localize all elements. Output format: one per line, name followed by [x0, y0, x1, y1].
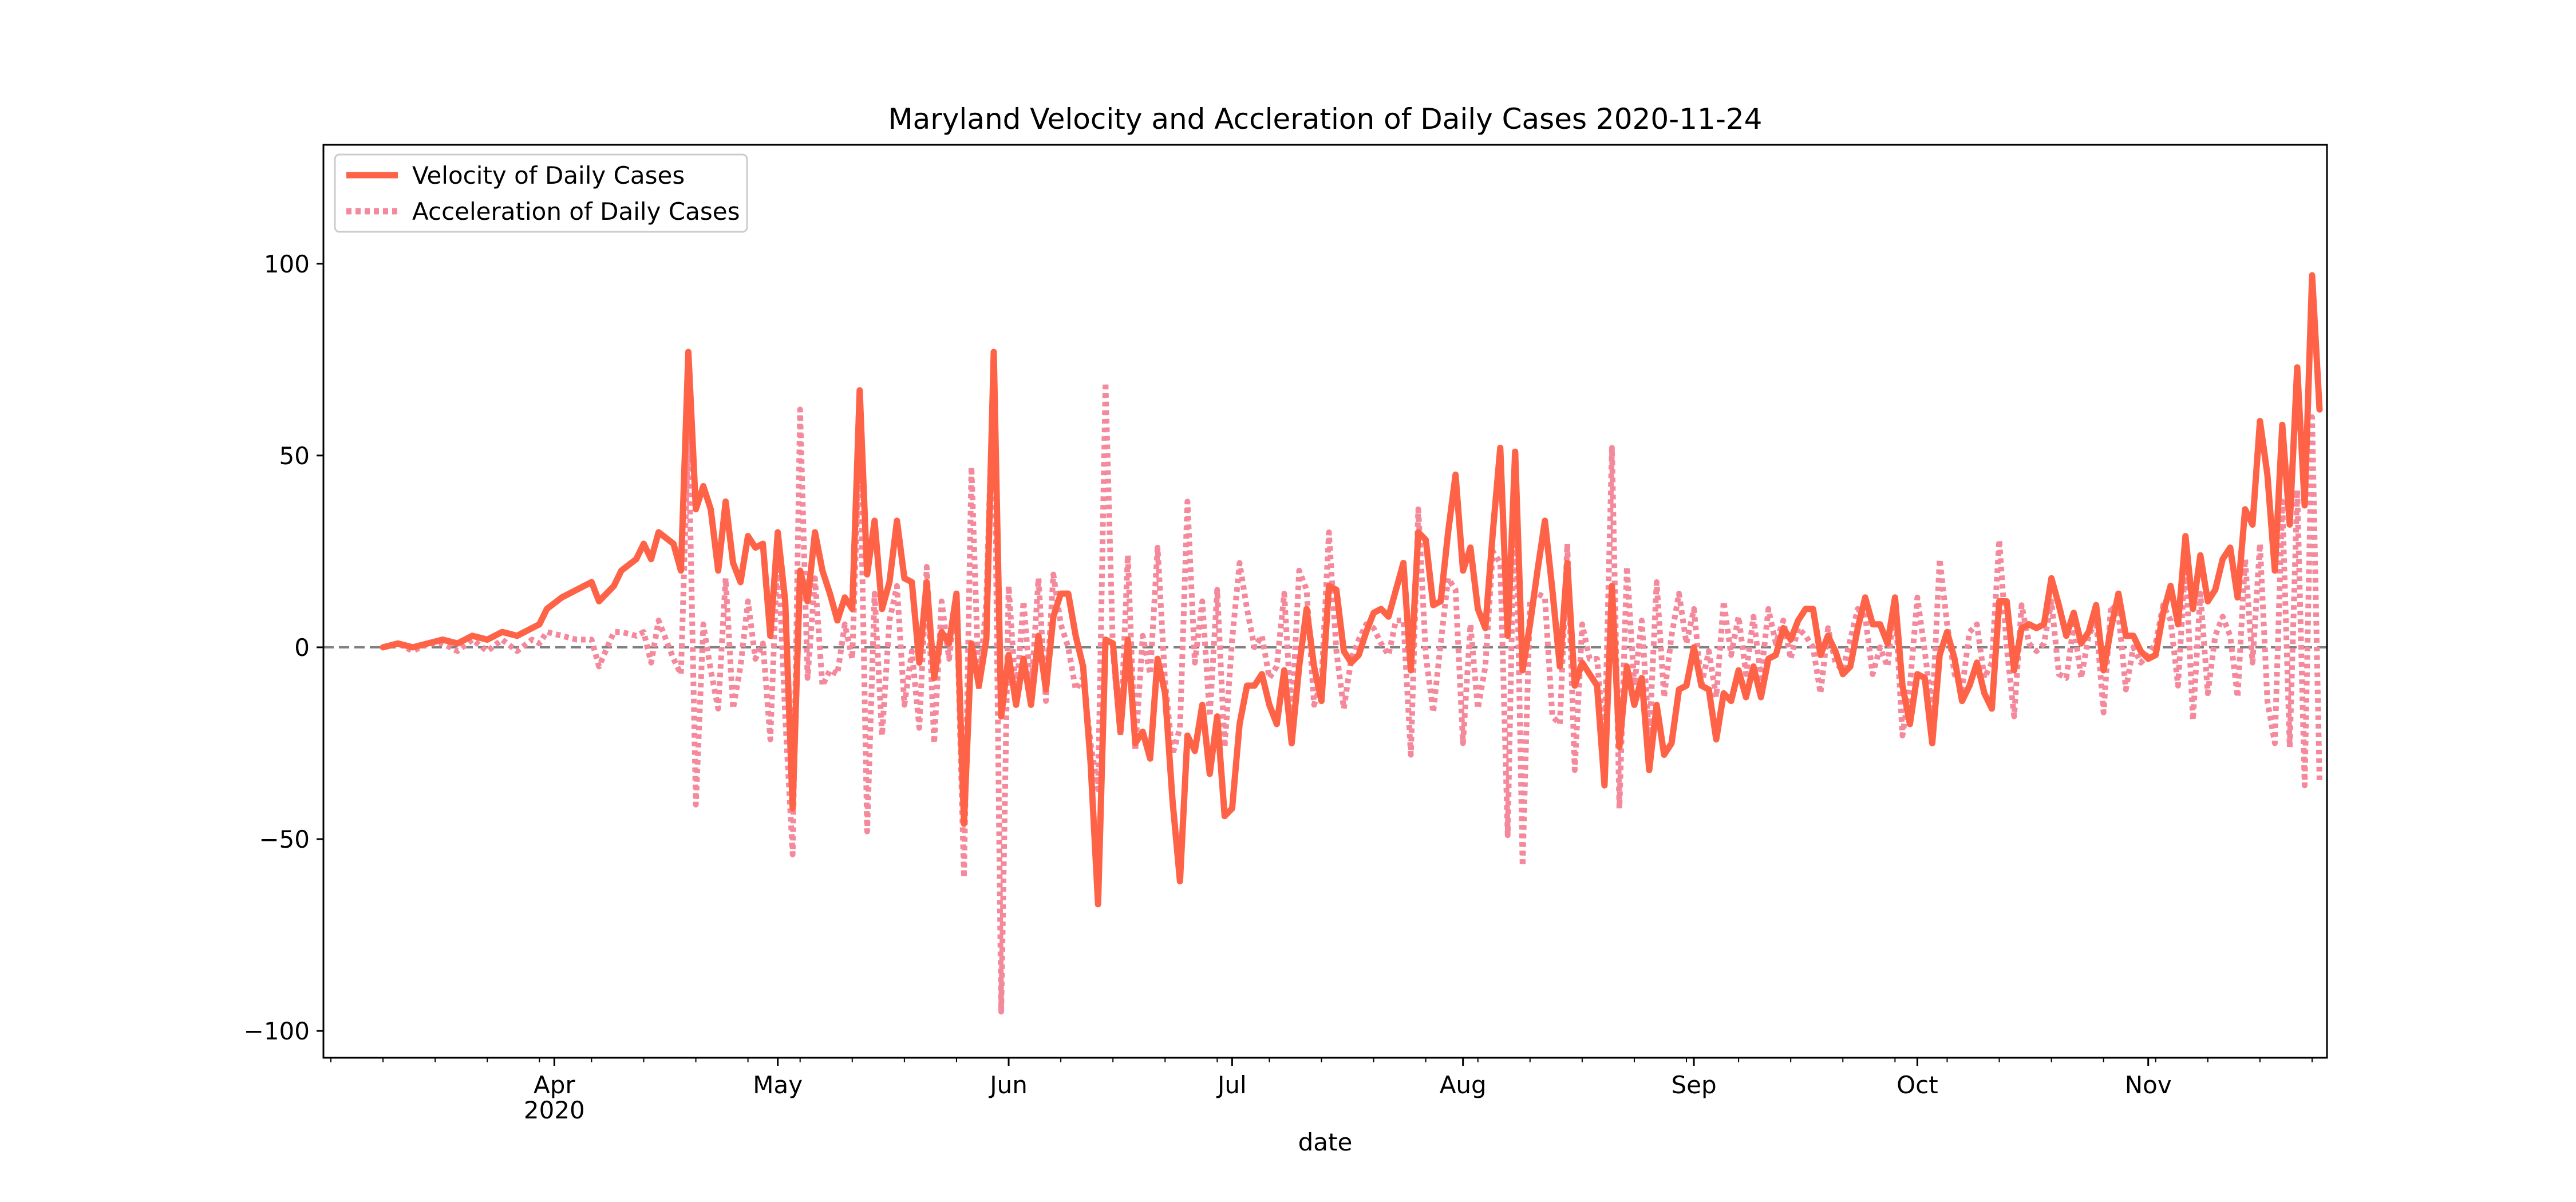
x-tick-year-label: 2020 — [524, 1096, 585, 1124]
y-tick-label: −100 — [244, 1017, 310, 1045]
y-tick-label: 100 — [264, 250, 310, 278]
x-tick-label: Apr — [534, 1071, 575, 1099]
legend: Velocity of Daily Cases Acceleration of … — [334, 153, 748, 233]
x-tick-label: Sep — [1671, 1071, 1716, 1099]
series-line-velocity — [380, 272, 2323, 908]
plot-frame — [322, 144, 2328, 1059]
x-tick-label: Oct — [1897, 1071, 1938, 1099]
legend-frame — [334, 153, 748, 233]
x-tick-label: May — [753, 1071, 803, 1099]
y-tick-label: 50 — [279, 442, 310, 470]
y-tick-label: 0 — [294, 634, 310, 662]
x-tick-label: Jun — [988, 1071, 1028, 1099]
legend-label-velocity: Velocity of Daily Cases — [412, 161, 685, 189]
chart-title: Maryland Velocity and Accleration of Dai… — [888, 102, 1763, 136]
x-tick-label: Aug — [1440, 1071, 1487, 1099]
x-tick-label: Nov — [2125, 1071, 2172, 1099]
x-axis-label: date — [1298, 1128, 1353, 1156]
legend-label-acceleration: Acceleration of Daily Cases — [412, 197, 740, 226]
y-tick-label: −50 — [259, 825, 310, 853]
x-tick-label: Jul — [1216, 1071, 1247, 1099]
